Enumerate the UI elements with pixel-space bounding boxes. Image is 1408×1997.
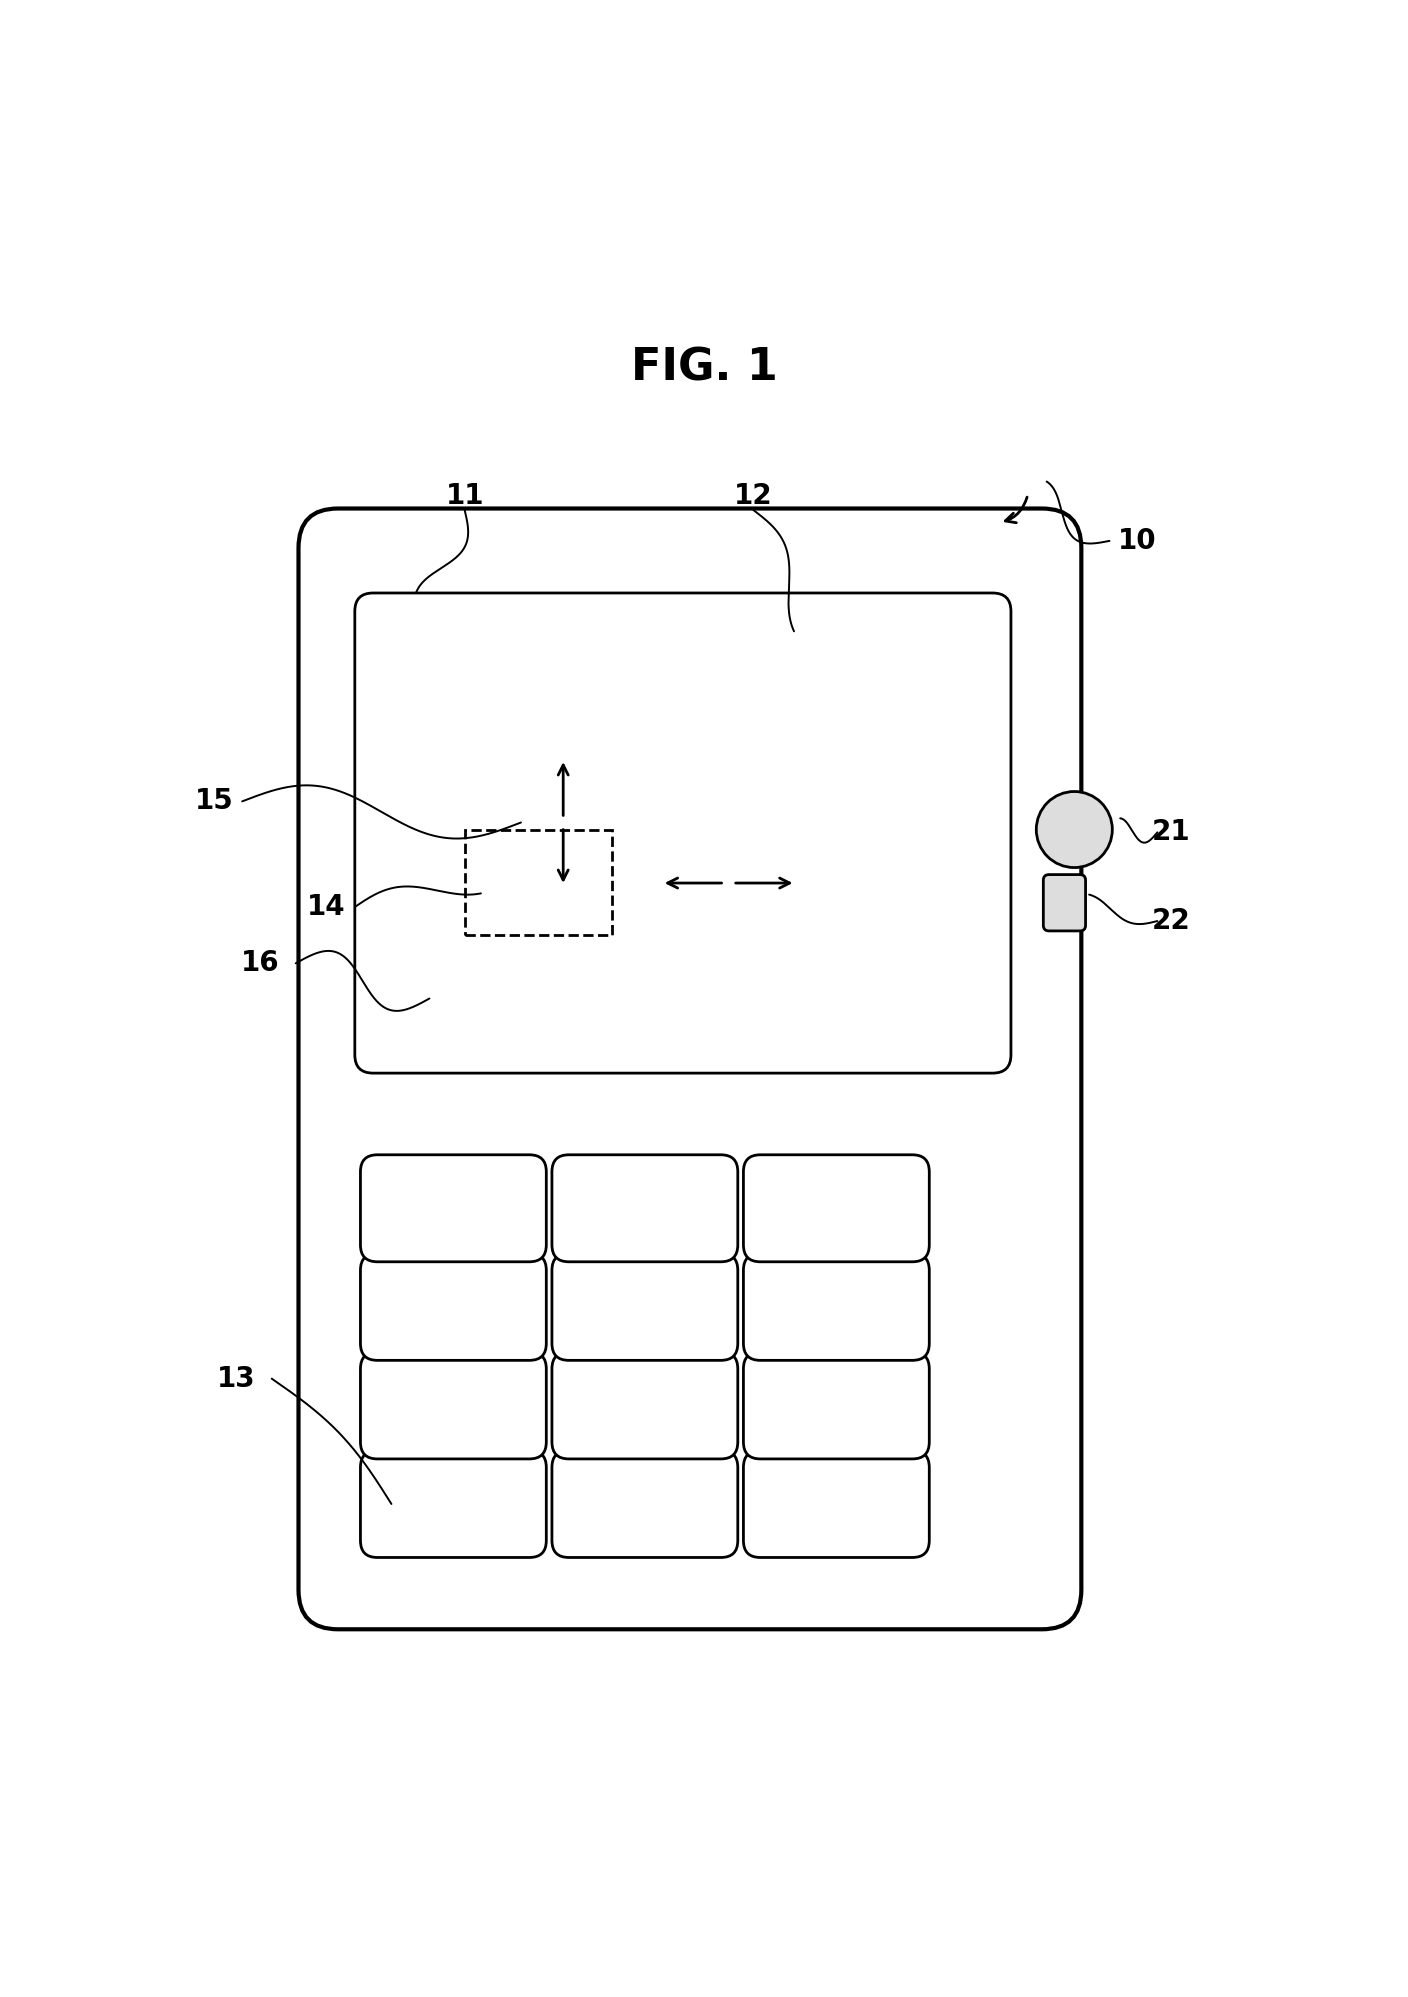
Text: FIG. 1: FIG. 1 [631,345,777,389]
FancyBboxPatch shape [360,1450,546,1558]
FancyBboxPatch shape [743,1154,929,1262]
Circle shape [1036,791,1112,867]
FancyBboxPatch shape [360,1154,546,1262]
FancyBboxPatch shape [1043,875,1086,931]
FancyBboxPatch shape [360,1254,546,1360]
Text: 10: 10 [1118,527,1157,555]
FancyBboxPatch shape [552,1254,738,1360]
FancyBboxPatch shape [465,829,612,935]
Text: 22: 22 [1152,907,1191,935]
FancyBboxPatch shape [743,1254,929,1360]
FancyBboxPatch shape [743,1450,929,1558]
Text: 16: 16 [241,949,280,977]
Text: 11: 11 [445,481,484,509]
FancyBboxPatch shape [552,1154,738,1262]
FancyBboxPatch shape [298,509,1081,1630]
FancyBboxPatch shape [355,593,1011,1072]
FancyBboxPatch shape [360,1352,546,1460]
Text: 12: 12 [734,481,773,509]
FancyBboxPatch shape [552,1450,738,1558]
FancyBboxPatch shape [552,1352,738,1460]
Text: 15: 15 [194,787,234,815]
FancyBboxPatch shape [743,1352,929,1460]
Text: 21: 21 [1152,819,1191,847]
Text: 14: 14 [307,893,346,921]
Text: 13: 13 [217,1364,256,1392]
